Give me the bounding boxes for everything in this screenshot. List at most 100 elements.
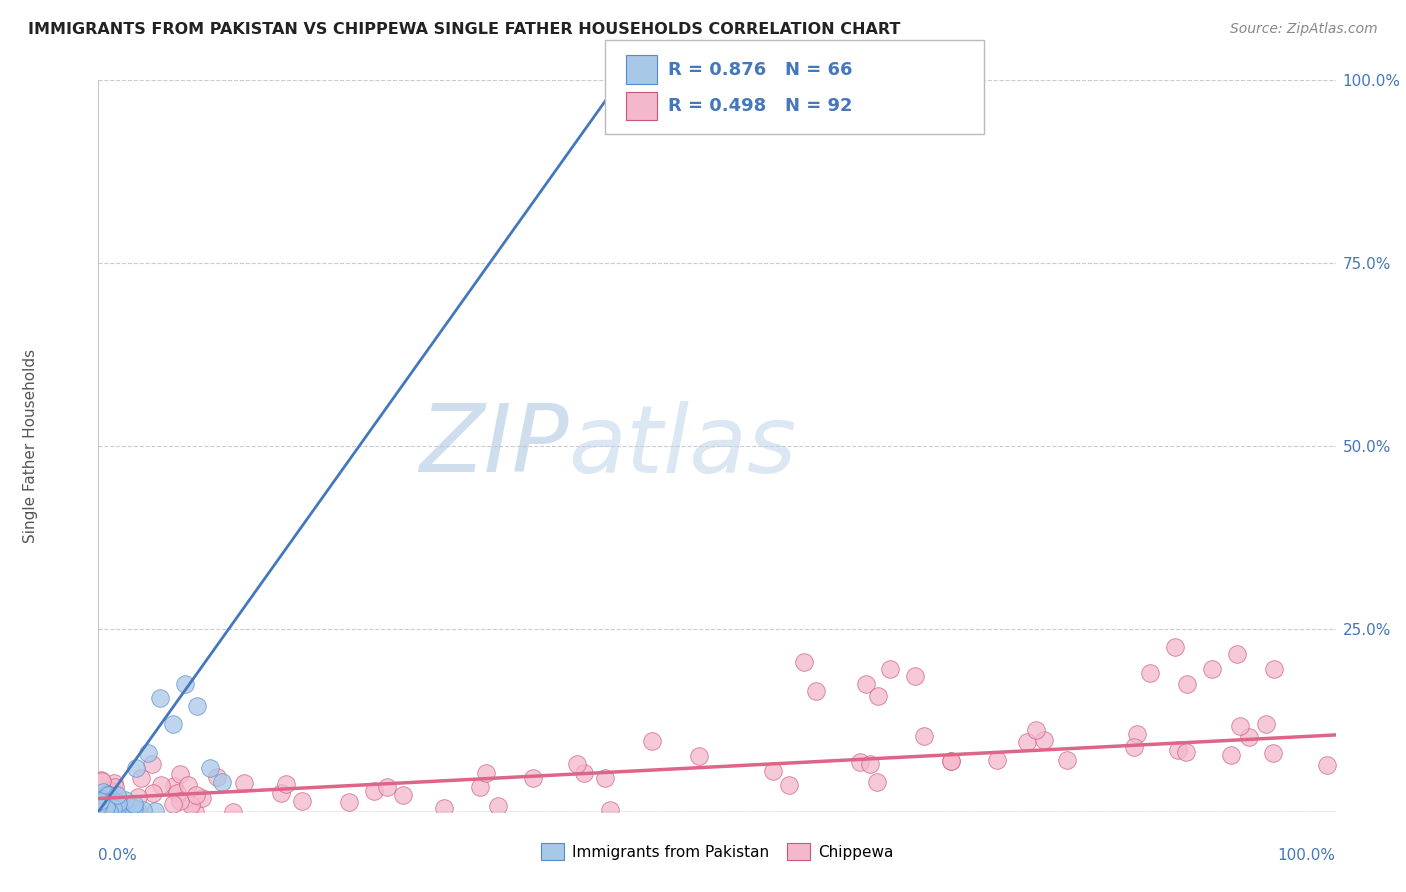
Point bbox=[183, 805, 205, 819]
Point bbox=[103, 805, 125, 819]
Point bbox=[108, 803, 131, 817]
Point bbox=[97, 796, 120, 810]
Point bbox=[96, 799, 118, 814]
Point bbox=[90, 772, 112, 787]
Point bbox=[89, 800, 111, 814]
Point bbox=[94, 794, 117, 808]
Point bbox=[127, 789, 149, 804]
Point bbox=[90, 796, 112, 810]
Point bbox=[98, 803, 121, 817]
Point bbox=[1175, 676, 1198, 690]
Point bbox=[1226, 648, 1249, 662]
Point bbox=[914, 729, 936, 743]
Point bbox=[89, 805, 111, 819]
Text: ZIP: ZIP bbox=[419, 401, 568, 491]
Point bbox=[184, 788, 207, 802]
Point bbox=[1316, 758, 1339, 772]
Point bbox=[270, 786, 292, 800]
Point bbox=[1254, 716, 1277, 731]
Point bbox=[96, 787, 118, 801]
Point bbox=[97, 805, 120, 819]
Point bbox=[855, 676, 877, 690]
Point bbox=[141, 757, 163, 772]
Point bbox=[162, 797, 184, 811]
Point bbox=[90, 795, 112, 809]
Point bbox=[162, 717, 184, 731]
Point bbox=[274, 777, 297, 791]
Point bbox=[100, 784, 122, 798]
Point bbox=[163, 779, 186, 793]
Point bbox=[641, 734, 664, 748]
Point bbox=[105, 801, 128, 815]
Point bbox=[688, 748, 710, 763]
Point bbox=[375, 780, 398, 794]
Point bbox=[107, 797, 129, 812]
Point bbox=[107, 797, 129, 811]
Point bbox=[1219, 747, 1241, 762]
Point bbox=[97, 805, 120, 819]
Point bbox=[110, 805, 132, 819]
Point bbox=[169, 767, 191, 781]
Text: 100.0%: 100.0% bbox=[1278, 848, 1336, 863]
Point bbox=[433, 801, 456, 815]
Point bbox=[100, 786, 122, 800]
Point bbox=[87, 789, 110, 803]
Point bbox=[89, 804, 111, 818]
Point bbox=[96, 800, 118, 814]
Point bbox=[98, 796, 121, 810]
Point bbox=[97, 799, 120, 814]
Point bbox=[96, 801, 118, 815]
Text: R = 0.498   N = 92: R = 0.498 N = 92 bbox=[668, 97, 852, 115]
Point bbox=[291, 794, 314, 808]
Point bbox=[1239, 731, 1261, 745]
Point bbox=[762, 764, 785, 778]
Point bbox=[1025, 723, 1047, 737]
Point bbox=[104, 801, 127, 815]
Point bbox=[149, 691, 172, 706]
Point bbox=[125, 805, 148, 819]
Point bbox=[104, 780, 127, 794]
Point bbox=[129, 772, 152, 786]
Point bbox=[91, 797, 114, 811]
Point bbox=[468, 780, 491, 794]
Point bbox=[1139, 665, 1161, 680]
Point bbox=[114, 792, 136, 806]
Point bbox=[1056, 753, 1078, 767]
Point bbox=[143, 805, 166, 819]
Point bbox=[94, 802, 117, 816]
Point bbox=[904, 669, 927, 683]
Point bbox=[94, 805, 117, 819]
Point bbox=[110, 797, 132, 812]
Point bbox=[793, 655, 815, 669]
Point bbox=[166, 786, 188, 800]
Point bbox=[574, 766, 596, 780]
Point bbox=[87, 802, 110, 816]
Point bbox=[1122, 739, 1144, 754]
Point bbox=[96, 801, 118, 815]
Point bbox=[599, 803, 621, 817]
Point bbox=[97, 798, 120, 813]
Point bbox=[1263, 662, 1285, 676]
Point bbox=[132, 803, 155, 817]
Point bbox=[122, 797, 145, 811]
Point bbox=[91, 785, 114, 799]
Point bbox=[96, 795, 118, 809]
Point bbox=[124, 761, 146, 775]
Point bbox=[90, 792, 112, 806]
Point bbox=[87, 799, 110, 814]
Point bbox=[150, 779, 173, 793]
Point bbox=[1164, 640, 1187, 655]
Point bbox=[89, 794, 111, 808]
Point bbox=[97, 789, 120, 803]
Point bbox=[565, 756, 588, 771]
Point bbox=[939, 754, 962, 768]
Point bbox=[859, 756, 882, 771]
Point bbox=[866, 689, 889, 703]
Point bbox=[177, 778, 200, 792]
Point bbox=[103, 775, 125, 789]
Point bbox=[1229, 718, 1251, 732]
Point bbox=[211, 775, 233, 789]
Point bbox=[486, 799, 509, 814]
Point bbox=[849, 755, 872, 769]
Point bbox=[111, 801, 134, 815]
